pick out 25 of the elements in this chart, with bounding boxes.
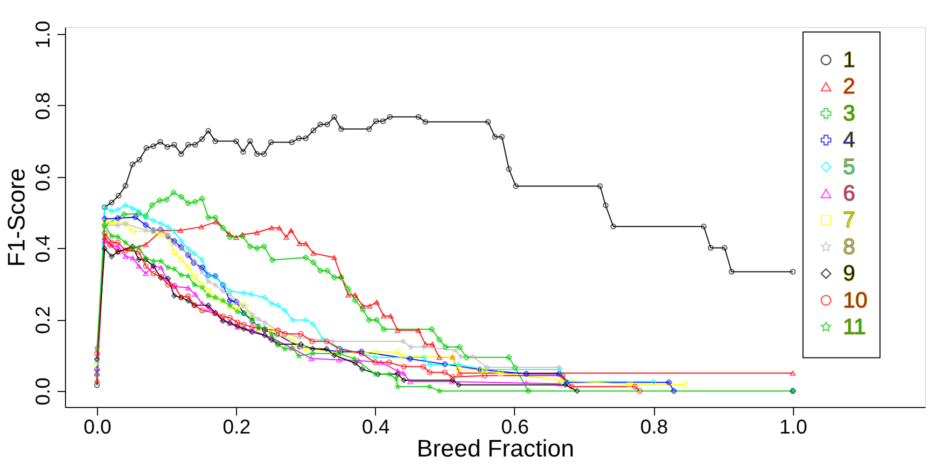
y-tick-label: 1.0 [32, 20, 54, 49]
legend-label: 5 [843, 154, 856, 179]
legend-label: 11 [843, 314, 866, 339]
y-tick-label: 0.8 [32, 92, 54, 120]
legend-label: 8 [843, 234, 856, 259]
legend-label: 10 [843, 287, 868, 312]
x-tick-label: 0.6 [501, 416, 529, 438]
x-tick-label: 0.8 [640, 416, 668, 438]
y-tick-label: 0.0 [32, 378, 54, 406]
x-tick-label: 0.4 [362, 416, 390, 438]
x-tick-label: 0.2 [222, 416, 251, 438]
x-tick-label: 0.0 [84, 416, 112, 438]
legend-label: 4 [843, 127, 856, 152]
y-tick-label: 0.4 [32, 234, 54, 263]
legend-label: 2 [843, 74, 856, 99]
y-tick-label: 0.6 [32, 163, 54, 192]
legend-label: 7 [843, 207, 856, 232]
legend-label: 1 [843, 47, 856, 72]
x-axis-title: Breed Fraction [416, 436, 574, 462]
y-axis-title: F1-Score [4, 168, 30, 267]
x-tick-label: 1.0 [779, 416, 808, 438]
legend-label: 9 [843, 260, 856, 286]
legend-label: 6 [843, 180, 856, 206]
legend-label: 3 [843, 100, 856, 126]
y-tick-label: 0.2 [32, 306, 54, 334]
